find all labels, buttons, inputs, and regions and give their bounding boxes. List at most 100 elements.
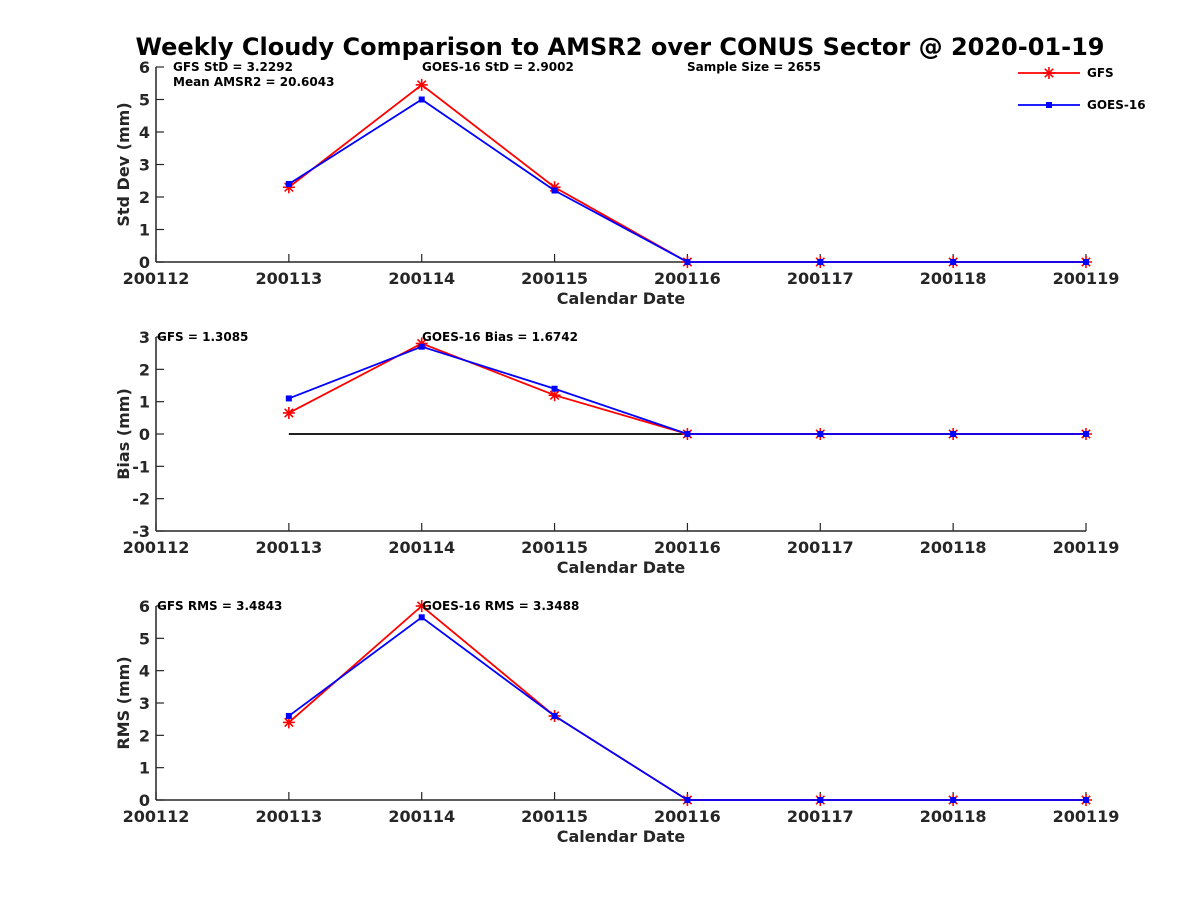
data-point [1083, 431, 1089, 437]
x-axis-label: Calendar Date [557, 558, 686, 577]
series-line [288, 342, 1086, 435]
data-point [684, 431, 691, 437]
x-tick-label: 200115 [521, 807, 588, 826]
stat-annotation: GOES-16 Bias = 1.6742 [422, 330, 578, 344]
x-tick-label: 200118 [920, 807, 987, 826]
x-tick-label: 200112 [123, 269, 190, 288]
y-tick-label: 2 [139, 188, 150, 207]
x-tick-label: 200117 [787, 538, 854, 557]
y-tick-label: 5 [139, 629, 150, 648]
panel-2: -3 -2 -1 0 1 2 3 200112 200113 200114 200115 200116… [114, 328, 1119, 577]
data-point [415, 600, 428, 612]
y-tick-label: 6 [139, 58, 150, 77]
y-tick-label: 0 [139, 791, 150, 810]
series-line [288, 616, 1086, 801]
x-tick-label: 200116 [654, 538, 721, 557]
series-line [288, 345, 1086, 435]
panel-1: 0 1 2 3 4 5 6 200112 200113 200114 200115 200116 200… [114, 58, 1119, 308]
x-tick-label: 200112 [123, 538, 190, 557]
x-tick-label: 200117 [787, 269, 854, 288]
data-point [684, 797, 691, 803]
stat-annotation: GFS StD = 3.2292 [173, 60, 293, 74]
y-tick-label: 1 [139, 393, 150, 412]
series-line [288, 83, 1086, 263]
data-point [950, 431, 957, 437]
y-tick-label: 4 [139, 123, 150, 142]
series-line [288, 98, 1086, 263]
data-point [684, 259, 691, 265]
data-point [950, 259, 957, 265]
stat-annotation: GOES-16 StD = 2.9002 [422, 60, 574, 74]
stat-annotation: Mean AMSR2 = 20.6043 [173, 75, 334, 89]
stat-annotation: GOES-16 RMS = 3.3488 [422, 599, 579, 613]
x-tick-label: 200113 [255, 269, 322, 288]
x-tick-label: 200116 [654, 269, 721, 288]
y-axis-label: Bias (mm) [114, 388, 133, 480]
legend-label: GFS [1087, 66, 1114, 80]
y-tick-label: 3 [139, 156, 150, 175]
data-point [1083, 259, 1089, 265]
data-point [285, 712, 292, 719]
x-tick-label: 200112 [123, 807, 190, 826]
stat-annotation: Sample Size = 2655 [687, 60, 821, 74]
y-tick-label: 3 [139, 328, 150, 347]
legend-marker [1046, 102, 1052, 108]
x-tick-label: 200113 [255, 807, 322, 826]
x-tick-label: 200119 [1053, 538, 1120, 557]
data-point [551, 187, 558, 194]
x-tick-label: 200113 [255, 538, 322, 557]
data-point [285, 395, 292, 402]
x-tick-label: 200118 [920, 269, 987, 288]
series-goes-16 [285, 614, 1089, 803]
x-tick-label: 200119 [1053, 807, 1120, 826]
series-gfs [282, 78, 1092, 268]
chart-title: Weekly Cloudy Comparison to AMSR2 over C… [136, 33, 1105, 61]
data-point [817, 797, 824, 803]
y-tick-label: 2 [139, 726, 150, 745]
data-point [285, 181, 292, 187]
series-goes-16 [285, 96, 1089, 265]
legend-marker [1043, 67, 1055, 79]
data-point [418, 96, 425, 103]
y-tick-label: -3 [132, 522, 150, 541]
y-tick-label: 6 [139, 597, 150, 616]
x-axis-label: Calendar Date [557, 289, 686, 308]
y-tick-label: 2 [139, 360, 150, 379]
y-tick-label: 0 [139, 253, 150, 272]
y-axis-label: RMS (mm) [114, 656, 133, 749]
series-goes-16 [285, 343, 1089, 437]
x-tick-label: 200116 [654, 807, 721, 826]
data-point [282, 406, 295, 419]
x-tick-label: 200114 [388, 807, 455, 826]
y-tick-label: 1 [139, 221, 150, 240]
stat-annotation: GFS RMS = 3.4843 [157, 599, 282, 613]
y-tick-label: 3 [139, 694, 150, 713]
data-point [551, 385, 558, 392]
legend-label: GOES-16 [1087, 98, 1146, 112]
y-tick-label: -1 [132, 457, 150, 476]
data-point [950, 797, 957, 803]
data-point [418, 343, 425, 350]
y-tick-label: -2 [132, 490, 150, 509]
data-point [418, 614, 425, 621]
data-point [1083, 797, 1089, 803]
x-tick-label: 200114 [388, 269, 455, 288]
y-tick-label: 4 [139, 662, 150, 681]
x-tick-label: 200114 [388, 538, 455, 557]
data-point [551, 712, 558, 719]
x-tick-label: 200118 [920, 538, 987, 557]
y-axis-label: Std Dev (mm) [114, 102, 133, 226]
panel-3: 0 1 2 3 4 5 6 200112 200113 200114 200115 200116 200… [114, 597, 1119, 846]
x-tick-label: 200115 [521, 269, 588, 288]
data-point [415, 78, 428, 91]
data-point [817, 259, 824, 265]
x-tick-label: 200115 [521, 538, 588, 557]
x-tick-label: 200117 [787, 807, 854, 826]
legend: GFS GOES-16 [1018, 66, 1146, 112]
y-tick-label: 5 [139, 91, 150, 110]
y-tick-label: 0 [139, 425, 150, 444]
x-tick-label: 200119 [1053, 269, 1120, 288]
series-line [288, 604, 1086, 801]
stat-annotation: GFS = 1.3085 [157, 330, 248, 344]
